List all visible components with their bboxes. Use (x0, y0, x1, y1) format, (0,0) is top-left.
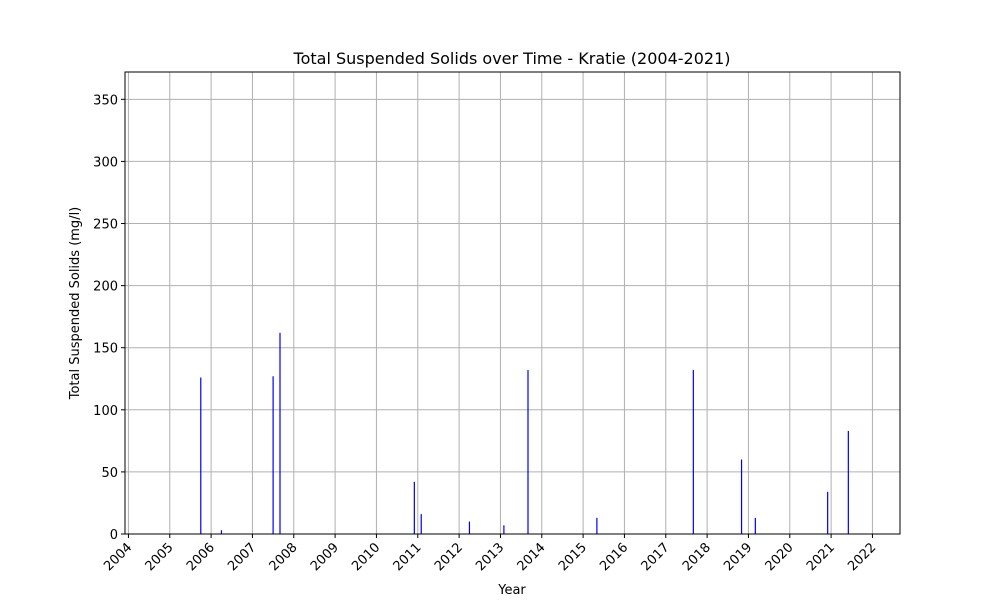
y-tick-label: 200 (93, 280, 118, 295)
bar (468, 521, 471, 534)
bar (847, 430, 849, 534)
y-axis-title: Total Suspended Solids (mg/l) (68, 207, 83, 401)
bar (754, 517, 756, 534)
chart-title: Total Suspended Solids over Time - Krati… (293, 49, 731, 68)
y-tick-label: 300 (93, 155, 118, 170)
bar (200, 377, 202, 534)
bar (420, 514, 422, 534)
bar (272, 376, 274, 534)
x-axis-title: Year (497, 583, 526, 598)
y-tick-label: 350 (93, 93, 118, 108)
y-tick-label: 0 (110, 528, 118, 543)
y-tick-label: 250 (93, 218, 118, 233)
y-tick-label: 100 (93, 404, 118, 419)
bar (220, 530, 223, 534)
bar (527, 370, 529, 534)
bar (413, 481, 415, 534)
bar (740, 459, 743, 534)
y-tick-label: 150 (93, 342, 118, 357)
bar (692, 370, 694, 534)
y-tick-label: 50 (101, 466, 118, 481)
bars (200, 332, 849, 534)
bar (279, 332, 281, 534)
bar (827, 491, 829, 534)
bar (596, 517, 598, 534)
bar (503, 525, 505, 534)
plot-frame (124, 71, 901, 535)
